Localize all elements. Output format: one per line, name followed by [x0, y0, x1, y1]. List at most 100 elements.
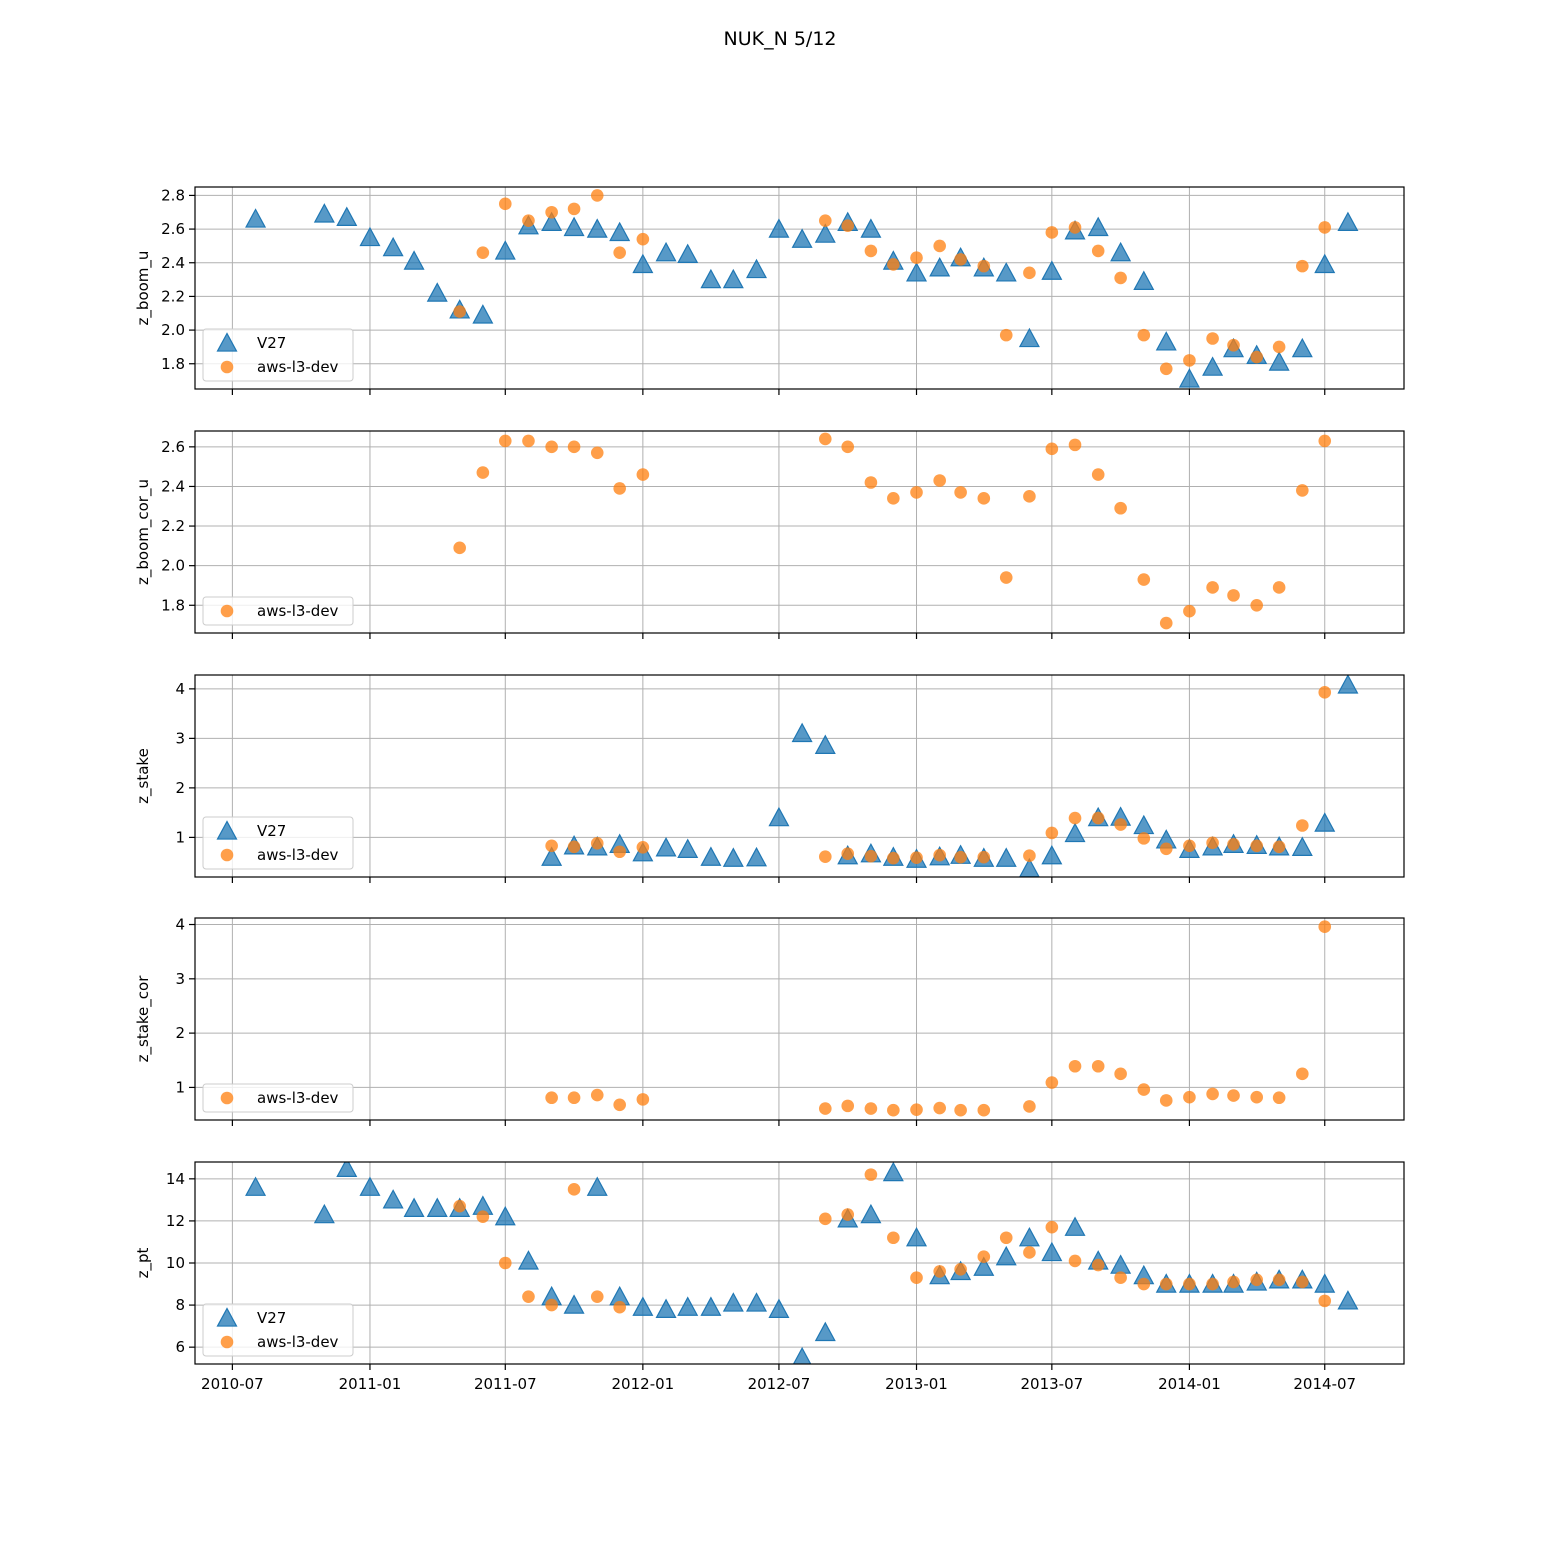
data-point: [245, 1176, 267, 1196]
y-tick-label: 2.2: [161, 287, 185, 305]
data-point: [1296, 484, 1309, 497]
panels: 1.82.02.22.42.62.8z_boom_uV27aws-l3-dev1…: [134, 186, 1405, 1393]
data-point: [567, 840, 581, 854]
data-point: [1133, 270, 1155, 290]
data-point: [995, 262, 1017, 282]
data-point: [336, 206, 358, 226]
axes-frame: [194, 674, 1405, 878]
data-point: [954, 253, 967, 266]
data-point: [818, 1212, 832, 1226]
data-point: [999, 571, 1013, 584]
data-point: [1045, 826, 1059, 840]
series-group: [245, 1162, 1359, 1364]
data-point: [954, 486, 967, 499]
data-point: [1318, 686, 1332, 699]
data-point: [1137, 832, 1151, 845]
data-point: [887, 1231, 900, 1245]
x-tick-label: 2013-01: [885, 1375, 948, 1393]
data-point: [1183, 1090, 1196, 1104]
legend-entry-label: V27: [257, 822, 286, 840]
data-point: [1183, 604, 1196, 618]
data-point: [841, 440, 855, 454]
x-tick-label: 2012-01: [612, 1375, 675, 1393]
legend-marker-triangle: [216, 820, 238, 840]
data-point: [814, 734, 836, 754]
data-point: [954, 1103, 967, 1117]
data-point: [359, 226, 381, 247]
y-axis-label: z_boom_cor_u: [134, 479, 153, 585]
data-point: [453, 1199, 466, 1213]
y-tick-label: 6: [175, 1338, 185, 1356]
legend-marker-circle: [220, 848, 234, 862]
legend-marker-circle: [220, 604, 234, 618]
y-tick-label: 1.8: [161, 596, 185, 614]
data-point: [864, 1102, 878, 1115]
data-point: [613, 845, 626, 859]
data-point: [494, 1205, 516, 1226]
data-point: [1159, 616, 1173, 630]
data-point: [864, 244, 878, 258]
data-point: [768, 218, 790, 238]
data-point: [818, 850, 832, 864]
axes-frame: [194, 917, 1405, 1121]
series-aws-l3-dev: [453, 1168, 1332, 1314]
data-point: [453, 305, 466, 318]
data-point: [1337, 1290, 1359, 1310]
data-point: [632, 1296, 654, 1316]
data-point: [929, 257, 951, 277]
data-point: [887, 492, 900, 505]
data-point: [476, 466, 490, 479]
data-point: [1068, 1059, 1082, 1073]
data-point: [887, 1103, 900, 1117]
y-tick-label: 2: [175, 779, 185, 797]
data-point: [841, 1208, 855, 1221]
data-point: [1206, 581, 1219, 594]
data-point: [933, 1265, 946, 1278]
y-tick-label: 2: [175, 1024, 185, 1042]
x-tick-label: 2014-01: [1158, 1375, 1221, 1393]
data-point: [906, 262, 928, 282]
data-point: [545, 440, 558, 454]
legend-marker-circle: [220, 1335, 234, 1349]
data-point: [1296, 1275, 1309, 1289]
data-point: [1068, 438, 1082, 452]
data-point: [1114, 818, 1127, 831]
data-point: [1227, 1275, 1240, 1289]
data-point: [818, 1102, 832, 1115]
legend-entry-label: aws-l3-dev: [257, 846, 339, 864]
data-point: [1137, 573, 1151, 586]
data-point: [517, 1250, 539, 1270]
data-point: [910, 1103, 923, 1116]
data-point: [590, 1290, 604, 1303]
data-point: [1183, 354, 1196, 367]
legend: V27 aws-l3-dev: [202, 1303, 354, 1357]
data-point: [541, 846, 563, 866]
y-tick-label: 3: [175, 729, 185, 747]
data-point: [864, 1168, 878, 1181]
data-point: [906, 1226, 928, 1247]
data-point: [1291, 836, 1313, 856]
data-point: [336, 1162, 358, 1177]
legend-frame: [202, 596, 354, 626]
y-axis-label: z_stake_cor: [134, 975, 153, 1063]
series-group: [245, 189, 1359, 388]
data-point: [567, 440, 581, 454]
data-point: [791, 722, 813, 743]
y-axis-label: z_stake: [134, 748, 153, 804]
y-axis-label: z_pt: [134, 1247, 153, 1278]
data-point: [1183, 839, 1196, 853]
data-point: [1023, 266, 1036, 280]
data-point: [1250, 1090, 1264, 1104]
data-point: [359, 1176, 381, 1196]
y-tick-label: 2.2: [161, 517, 185, 535]
data-point: [522, 1290, 535, 1303]
axes-frame: [194, 186, 1405, 390]
data-point: [746, 846, 768, 867]
data-point: [999, 1231, 1013, 1245]
y-tick-label: 2.6: [161, 220, 185, 238]
data-point: [426, 1197, 448, 1217]
legend-entry-label: aws-l3-dev: [257, 602, 339, 620]
data-point: [1318, 221, 1332, 234]
